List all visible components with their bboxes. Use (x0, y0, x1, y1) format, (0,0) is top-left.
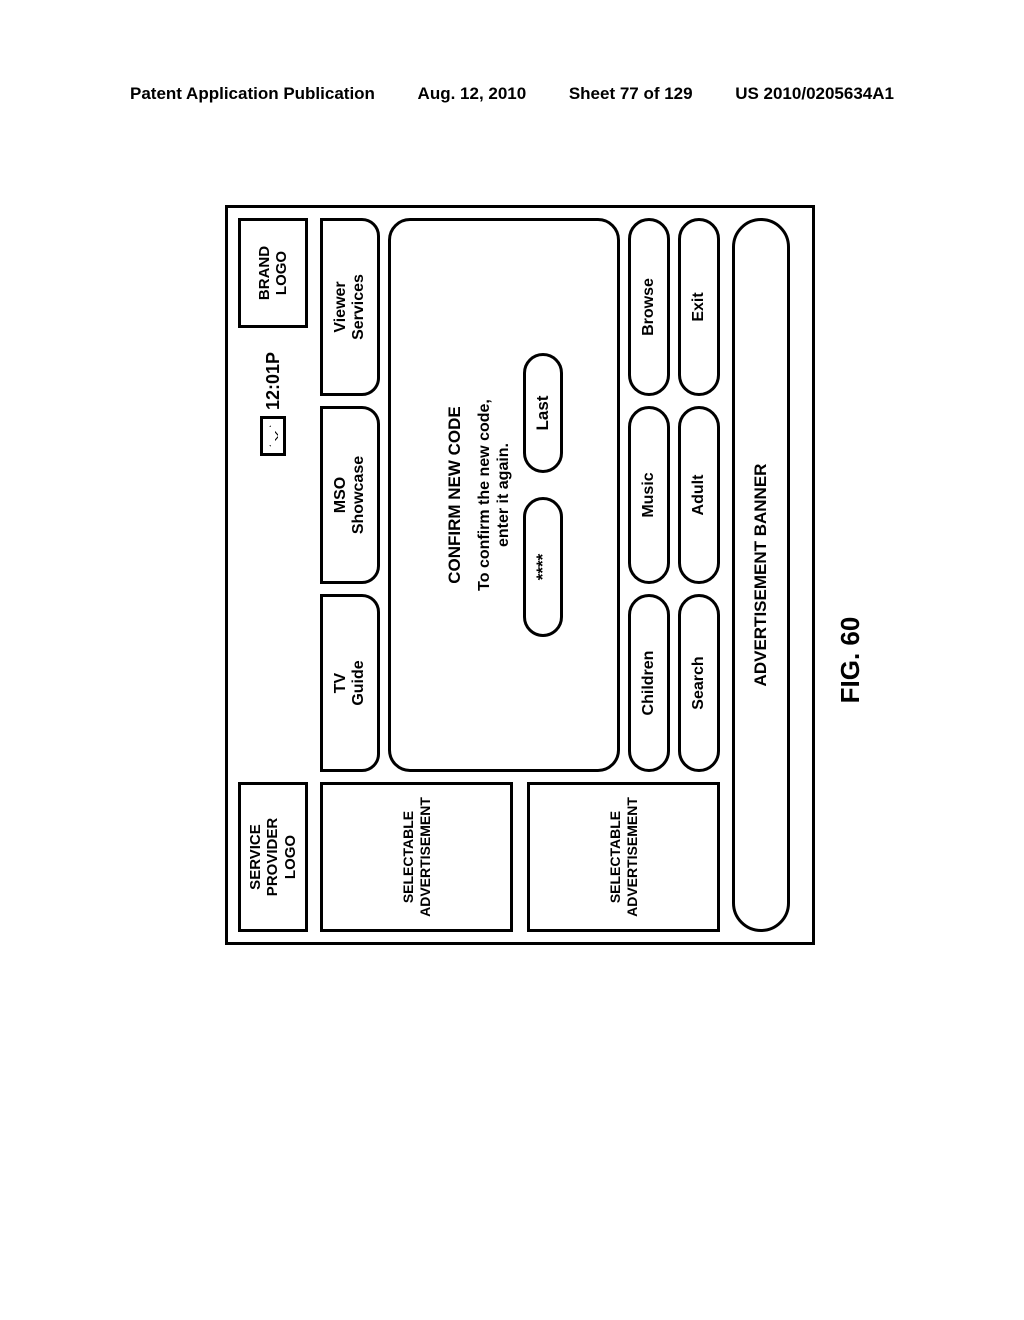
tab-tv-guide-label: TV Guide (332, 660, 367, 705)
last-button[interactable]: Last (523, 353, 563, 473)
adult-button-label: Adult (690, 475, 708, 516)
browse-button[interactable]: Browse (628, 218, 670, 396)
code-input-value: **** (533, 554, 553, 580)
search-button-label: Search (690, 656, 708, 709)
selectable-ad-1[interactable]: SELECTABLE ADVERTISEMENT (320, 782, 513, 932)
header-left: Patent Application Publication (130, 84, 375, 104)
ad-banner-label: ADVERTISEMENT BANNER (751, 464, 771, 687)
header-pubno: US 2010/0205634A1 (735, 84, 894, 104)
music-button[interactable]: Music (628, 406, 670, 584)
main-area: SELECTABLE ADVERTISEMENT SELECTABLE ADVE… (320, 218, 720, 932)
content-column: TV Guide MSO Showcase Viewer Services CO… (320, 218, 720, 772)
clock-area: 12:01P (238, 352, 308, 456)
envelope-icon[interactable] (260, 416, 286, 456)
selectable-ad-2[interactable]: SELECTABLE ADVERTISEMENT (527, 782, 720, 932)
button-row-2: Search Adult Exit (678, 218, 720, 772)
top-bar: SERVICE PROVIDER LOGO 12:01P BRAND LOGO (238, 218, 308, 932)
ad-banner[interactable]: ADVERTISEMENT BANNER (732, 218, 790, 932)
selectable-ad-2-text: SELECTABLE ADVERTISEMENT (607, 797, 639, 917)
last-button-label: Last (533, 396, 553, 431)
clock-time: 12:01P (263, 352, 284, 410)
exit-button-label: Exit (690, 292, 708, 321)
search-button[interactable]: Search (678, 594, 720, 772)
ui-screen: SERVICE PROVIDER LOGO 12:01P BRAND LOGO … (225, 205, 815, 945)
ad-column: SELECTABLE ADVERTISEMENT SELECTABLE ADVE… (320, 782, 720, 932)
browse-button-label: Browse (640, 278, 658, 336)
brand-logo-text: BRAND LOGO (256, 246, 291, 300)
children-button-label: Children (640, 651, 658, 716)
button-row-1: Children Music Browse (628, 218, 670, 772)
confirm-code-panel: CONFIRM NEW CODE To confirm the new code… (388, 218, 620, 772)
code-input[interactable]: **** (523, 497, 563, 637)
children-button[interactable]: Children (628, 594, 670, 772)
tab-viewer-services[interactable]: Viewer Services (320, 218, 380, 396)
tab-mso-showcase-label: MSO Showcase (332, 456, 367, 534)
adult-button[interactable]: Adult (678, 406, 720, 584)
figure-container: SERVICE PROVIDER LOGO 12:01P BRAND LOGO … (225, 205, 815, 945)
tab-mso-showcase[interactable]: MSO Showcase (320, 406, 380, 584)
music-button-label: Music (640, 472, 658, 517)
service-provider-logo: SERVICE PROVIDER LOGO (238, 782, 308, 932)
panel-subtitle: To confirm the new code, enter it again. (475, 399, 513, 591)
brand-logo: BRAND LOGO (238, 218, 308, 328)
panel-title: CONFIRM NEW CODE (445, 406, 465, 584)
header-sheet: Sheet 77 of 129 (569, 84, 693, 104)
tab-viewer-services-label: Viewer Services (332, 274, 367, 340)
code-input-row: **** Last (523, 237, 563, 753)
tab-tv-guide[interactable]: TV Guide (320, 594, 380, 772)
figure-label: FIG. 60 (835, 617, 866, 704)
header-date: Aug. 12, 2010 (418, 84, 527, 104)
tab-row: TV Guide MSO Showcase Viewer Services (320, 218, 380, 772)
page-header: Patent Application Publication Aug. 12, … (0, 84, 1024, 104)
selectable-ad-1-text: SELECTABLE ADVERTISEMENT (400, 797, 432, 917)
exit-button[interactable]: Exit (678, 218, 720, 396)
service-provider-logo-text: SERVICE PROVIDER LOGO (247, 818, 299, 896)
